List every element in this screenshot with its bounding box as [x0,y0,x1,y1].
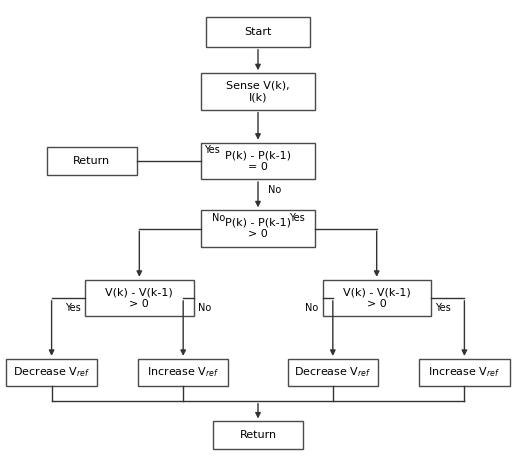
Text: Decrease V$_{ref}$: Decrease V$_{ref}$ [13,366,90,379]
FancyBboxPatch shape [201,73,315,110]
Text: P(k) - P(k-1)
= 0: P(k) - P(k-1) = 0 [225,150,291,172]
FancyBboxPatch shape [7,359,97,386]
Text: Yes: Yes [65,303,81,313]
FancyBboxPatch shape [206,17,310,47]
Text: Decrease V$_{ref}$: Decrease V$_{ref}$ [294,366,372,379]
Text: No: No [305,303,318,313]
Text: V(k) - V(k-1)
> 0: V(k) - V(k-1) > 0 [105,287,173,309]
Text: Sense V(k),
I(k): Sense V(k), I(k) [226,80,290,102]
FancyBboxPatch shape [46,147,137,175]
FancyBboxPatch shape [419,359,510,386]
Text: Yes: Yes [435,303,451,313]
Text: No: No [268,185,282,195]
Text: Return: Return [73,156,110,166]
FancyBboxPatch shape [85,280,194,316]
Text: Yes: Yes [204,145,220,155]
FancyBboxPatch shape [288,359,378,386]
FancyBboxPatch shape [322,280,431,316]
Text: Increase V$_{ref}$: Increase V$_{ref}$ [147,366,219,379]
Text: No: No [212,213,225,223]
Text: Return: Return [239,430,277,440]
Text: Increase V$_{ref}$: Increase V$_{ref}$ [428,366,501,379]
FancyBboxPatch shape [201,210,315,247]
FancyBboxPatch shape [213,421,303,449]
Text: V(k) - V(k-1)
> 0: V(k) - V(k-1) > 0 [343,287,411,309]
Text: No: No [198,303,211,313]
FancyBboxPatch shape [138,359,228,386]
FancyBboxPatch shape [201,143,315,179]
Text: Start: Start [244,27,272,37]
Text: Yes: Yes [288,213,304,223]
Text: P(k) - P(k-1)
> 0: P(k) - P(k-1) > 0 [225,218,291,239]
